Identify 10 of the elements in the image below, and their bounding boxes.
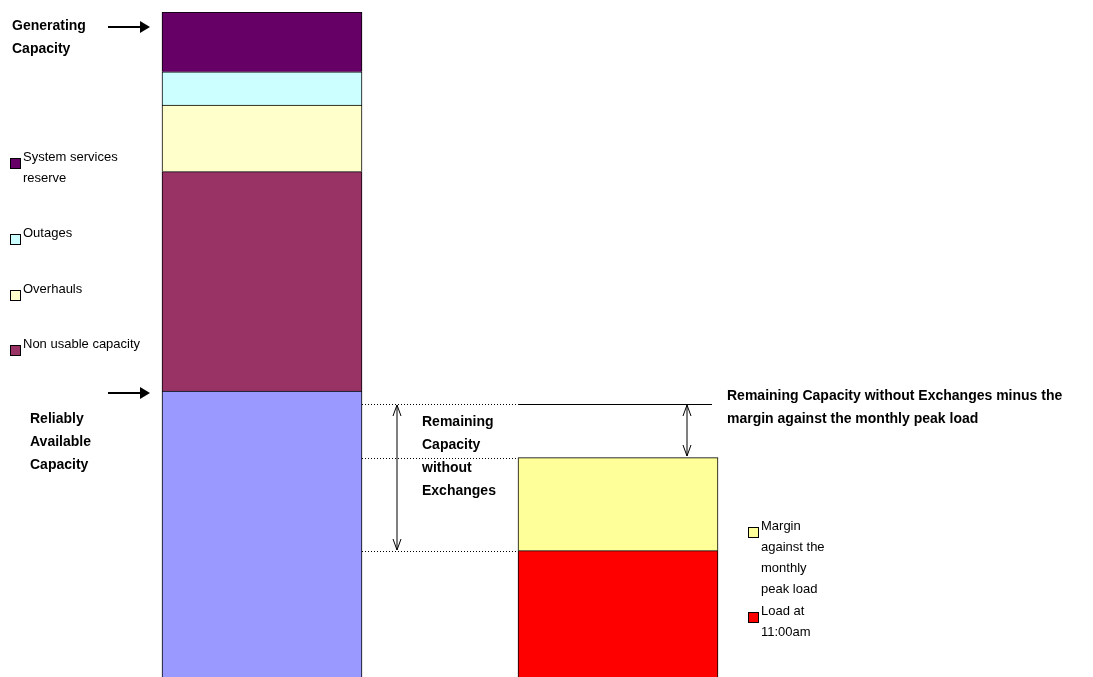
legend-label: Outages (23, 224, 73, 242)
legend-label: Non usable capacity (23, 335, 141, 353)
legend-label: Margin against the monthly peak load (761, 517, 826, 598)
legend-label: Load at 11:00am (761, 602, 812, 641)
annotation: Remaining Capacity without Exchanges (422, 412, 497, 500)
annotation: Remaining Capacity without Exchanges minus the margin against the monthly peak load (727, 386, 1064, 428)
annotation: Generating Capacity (12, 16, 87, 58)
annotation: Reliably Available Capacity (30, 409, 92, 474)
legend-label: Overhauls (23, 280, 83, 298)
legend-label: System services reserve (23, 148, 119, 187)
